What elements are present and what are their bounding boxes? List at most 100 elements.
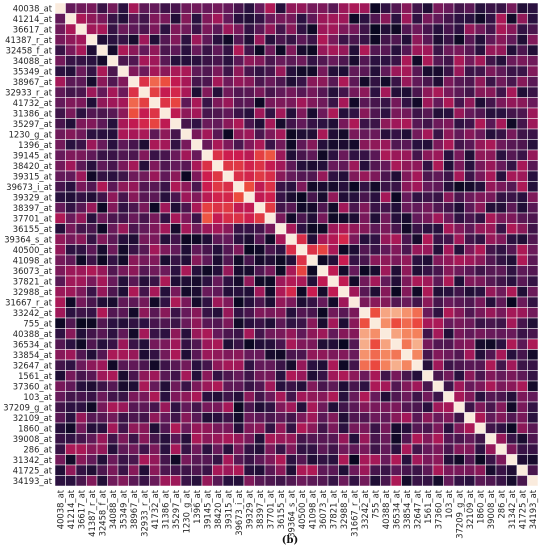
heatmap-cell (170, 359, 182, 371)
heatmap-cell (306, 202, 318, 214)
heatmap-cell (243, 265, 255, 277)
heatmap-cell (359, 202, 371, 214)
heatmap-cell (411, 160, 423, 172)
heatmap-cell (338, 160, 350, 172)
heatmap-cell (233, 412, 245, 424)
heatmap-cell (54, 443, 66, 455)
heatmap-cell (117, 2, 129, 14)
x-tick-label: 39315_at (223, 489, 233, 529)
heatmap-cell (453, 422, 465, 434)
heatmap-cell (411, 317, 423, 329)
x-tick-label: 34193_at (528, 489, 538, 529)
heatmap-cell (243, 202, 255, 214)
heatmap-cell (317, 296, 329, 308)
heatmap-cell (138, 223, 150, 235)
heatmap-cell (348, 349, 360, 361)
heatmap-cell (180, 464, 192, 476)
heatmap-cell (54, 265, 66, 277)
heatmap-cell (117, 107, 129, 119)
heatmap-cell (138, 128, 150, 140)
heatmap-cell (453, 34, 465, 46)
heatmap-cell (128, 307, 140, 319)
heatmap-cell (464, 65, 476, 77)
heatmap-cell (191, 139, 203, 151)
heatmap-cell (159, 254, 171, 266)
heatmap-cell (369, 55, 381, 67)
heatmap-cell (495, 475, 507, 487)
heatmap-cell (464, 212, 476, 224)
heatmap-cell (65, 107, 77, 119)
heatmap-cell (348, 454, 360, 466)
heatmap-cell (96, 86, 108, 98)
heatmap-cell (75, 160, 87, 172)
heatmap-cell (180, 128, 192, 140)
heatmap-cell (201, 401, 213, 413)
heatmap-cell (401, 181, 413, 193)
heatmap-cell (317, 139, 329, 151)
heatmap-cell (75, 118, 87, 130)
heatmap-cell (65, 380, 77, 392)
heatmap-cell (254, 233, 266, 245)
heatmap-cell (107, 13, 119, 25)
heatmap-cell (516, 443, 528, 455)
heatmap-cell (495, 223, 507, 235)
heatmap-cell (359, 107, 371, 119)
heatmap-cell (201, 76, 213, 88)
heatmap-cell (422, 349, 434, 361)
heatmap-cell (264, 433, 276, 445)
heatmap-cell (212, 2, 224, 14)
heatmap-cell (506, 212, 518, 224)
heatmap-cell (474, 2, 486, 14)
heatmap-cell (128, 128, 140, 140)
heatmap-cell (264, 128, 276, 140)
heatmap-cell (96, 317, 108, 329)
heatmap-cell (75, 433, 87, 445)
heatmap-cell (128, 181, 140, 193)
heatmap-cell (285, 454, 297, 466)
heatmap-cell (359, 391, 371, 403)
heatmap-cell (390, 44, 402, 56)
heatmap-cell (170, 338, 182, 350)
heatmap-cell (201, 307, 213, 319)
heatmap-cell (65, 191, 77, 203)
heatmap-cell (285, 97, 297, 109)
heatmap-cell (359, 44, 371, 56)
heatmap-cell (170, 422, 182, 434)
heatmap-cell (96, 401, 108, 413)
heatmap-cell (474, 443, 486, 455)
heatmap-cell (516, 422, 528, 434)
heatmap-cell (201, 422, 213, 434)
heatmap-cell (233, 307, 245, 319)
heatmap-cell (453, 212, 465, 224)
heatmap-cell (96, 328, 108, 340)
heatmap-cell (96, 359, 108, 371)
heatmap-cell (149, 412, 161, 424)
heatmap-cell (285, 233, 297, 245)
heatmap-cell (180, 275, 192, 287)
heatmap-cell (422, 328, 434, 340)
heatmap-cell (495, 328, 507, 340)
heatmap-cell (390, 23, 402, 35)
heatmap-cell (348, 328, 360, 340)
heatmap-cell (411, 401, 423, 413)
heatmap-cell (306, 349, 318, 361)
y-tick-label: 286_at (23, 444, 52, 454)
heatmap-cell (464, 244, 476, 256)
heatmap-cell (117, 443, 129, 455)
heatmap-cell (65, 202, 77, 214)
heatmap-cell (432, 97, 444, 109)
heatmap-cell (128, 265, 140, 277)
heatmap-cell (191, 296, 203, 308)
heatmap-cell (254, 212, 266, 224)
heatmap-cell (348, 464, 360, 476)
heatmap-cell (86, 118, 98, 130)
heatmap-cell (369, 13, 381, 25)
heatmap-cell (296, 422, 308, 434)
heatmap-cell (254, 349, 266, 361)
heatmap-cell (254, 359, 266, 371)
heatmap-cell (75, 475, 87, 487)
heatmap-cell (369, 328, 381, 340)
heatmap-cell (348, 359, 360, 371)
heatmap-cell (117, 422, 129, 434)
heatmap-cell (327, 76, 339, 88)
